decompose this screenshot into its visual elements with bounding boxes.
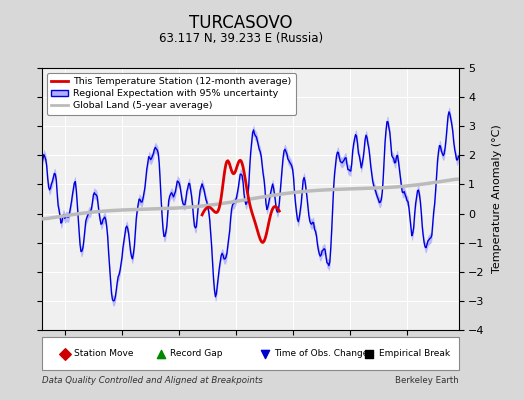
Point xyxy=(365,350,373,357)
Point xyxy=(260,350,269,357)
Text: Berkeley Earth: Berkeley Earth xyxy=(395,376,458,385)
Legend: This Temperature Station (12-month average), Regional Expectation with 95% uncer: This Temperature Station (12-month avera… xyxy=(47,73,296,115)
Text: Empirical Break: Empirical Break xyxy=(378,349,450,358)
Y-axis label: Temperature Anomaly (°C): Temperature Anomaly (°C) xyxy=(492,125,501,273)
Point xyxy=(157,350,165,357)
Text: TURCASOVO: TURCASOVO xyxy=(189,14,293,32)
Text: Record Gap: Record Gap xyxy=(170,349,223,358)
Text: Station Move: Station Move xyxy=(74,349,134,358)
Text: Time of Obs. Change: Time of Obs. Change xyxy=(275,349,369,358)
Text: Data Quality Controlled and Aligned at Breakpoints: Data Quality Controlled and Aligned at B… xyxy=(42,376,263,385)
Point xyxy=(61,350,69,357)
Text: 63.117 N, 39.233 E (Russia): 63.117 N, 39.233 E (Russia) xyxy=(159,32,323,45)
